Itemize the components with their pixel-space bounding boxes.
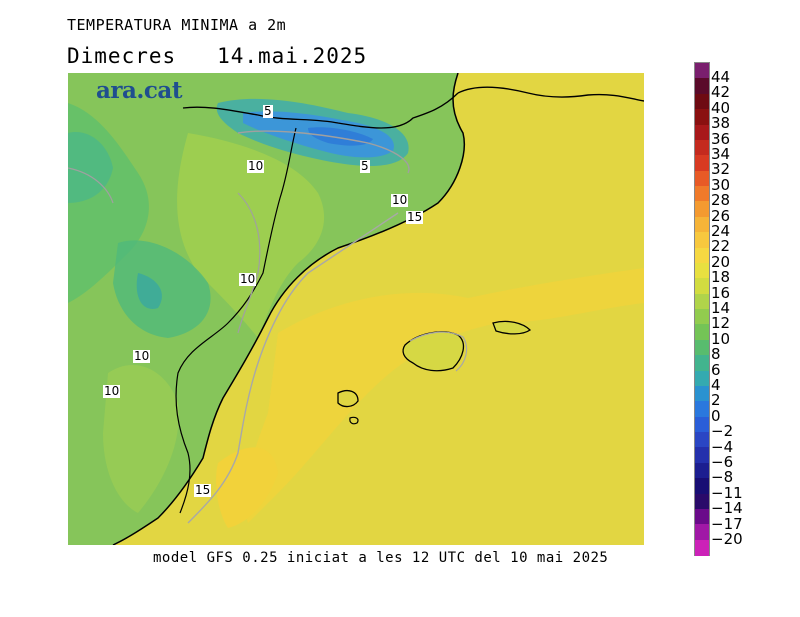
color-scale-label: −20 bbox=[711, 530, 743, 548]
color-scale-segment bbox=[695, 324, 709, 341]
color-scale-segment bbox=[695, 339, 709, 356]
color-scale-label: 28 bbox=[711, 191, 731, 210]
color-scale-label: −4 bbox=[711, 437, 734, 456]
color-scale-segment bbox=[695, 524, 709, 541]
land-light bbox=[177, 133, 325, 338]
color-scale-label: 30 bbox=[711, 175, 731, 194]
color-scale-label: 8 bbox=[711, 345, 721, 364]
coastline-north bbox=[457, 86, 644, 102]
contour-10-b bbox=[68, 167, 114, 204]
color-scale-segment bbox=[695, 293, 709, 310]
color-scale-label: −6 bbox=[711, 453, 734, 471]
color-scale-segment bbox=[695, 447, 709, 464]
contour-label: 10 bbox=[247, 159, 265, 173]
color-scale-segment bbox=[695, 124, 709, 141]
color-scale-segment bbox=[695, 432, 709, 448]
color-scale-segment bbox=[695, 139, 709, 156]
color-scale-segment bbox=[695, 93, 709, 110]
land-light-2 bbox=[103, 364, 179, 513]
color-scale-segment bbox=[695, 232, 709, 248]
contour-label: 5 bbox=[263, 104, 273, 118]
color-scale-label: 10 bbox=[711, 329, 731, 348]
model-run-info: model GFS 0.25 iniciat a les 12 UTC del … bbox=[153, 550, 609, 566]
color-scale-label: 32 bbox=[711, 160, 731, 179]
warm-sea-patch bbox=[244, 268, 644, 523]
contour-label: 15 bbox=[406, 210, 424, 224]
color-scale-segment bbox=[695, 370, 709, 387]
land-cool-4 bbox=[136, 273, 162, 309]
border-france bbox=[182, 92, 459, 129]
color-scale-segment bbox=[695, 247, 709, 264]
color-scale-segment bbox=[695, 186, 709, 202]
color-scale-segment bbox=[695, 278, 709, 295]
color-scale-segment bbox=[695, 201, 709, 218]
color-scale-label: 6 bbox=[711, 360, 721, 379]
coastline bbox=[112, 73, 465, 545]
island-formentera bbox=[349, 416, 359, 425]
color-scale-segment bbox=[695, 170, 709, 187]
color-scale-bar bbox=[694, 62, 710, 556]
color-scale-segment bbox=[695, 478, 709, 494]
temperature-map bbox=[68, 73, 644, 545]
color-scale-segment bbox=[695, 155, 709, 172]
color-scale-label: 38 bbox=[711, 114, 731, 133]
color-scale-label: −11 bbox=[711, 483, 743, 502]
color-scale-segment bbox=[695, 216, 709, 233]
color-scale-label: 36 bbox=[711, 129, 731, 148]
color-scale-segment bbox=[695, 109, 709, 125]
color-scale-segment bbox=[695, 78, 709, 95]
contour-label: 5 bbox=[360, 159, 370, 173]
border-region bbox=[175, 127, 297, 514]
map-title: TEMPERATURA MINIMA a 2m bbox=[67, 16, 287, 34]
color-scale-label: −2 bbox=[711, 422, 734, 441]
ara-cat-logo: ara.cat bbox=[96, 77, 182, 104]
color-scale-label: 0 bbox=[711, 406, 721, 425]
land-cool-2 bbox=[113, 240, 211, 338]
color-scale-label: 18 bbox=[711, 268, 731, 287]
color-scale-label: −8 bbox=[711, 468, 734, 487]
color-scale-label: 40 bbox=[711, 98, 731, 117]
color-scale-label: 44 bbox=[711, 68, 731, 86]
color-scale-label: 22 bbox=[711, 237, 731, 256]
color-scale-segment bbox=[695, 385, 709, 402]
color-scale-label: −17 bbox=[711, 514, 743, 533]
color-scale-label: 34 bbox=[711, 145, 731, 163]
color-scale-segment bbox=[695, 462, 709, 479]
contour-10-a bbox=[237, 130, 410, 174]
color-scale-label: −14 bbox=[711, 499, 743, 518]
color-scale-label: 26 bbox=[711, 206, 731, 225]
color-scale-segment bbox=[695, 493, 709, 510]
contour-15-island bbox=[409, 331, 468, 372]
color-scale-label: 20 bbox=[711, 252, 731, 271]
color-scale-segment bbox=[695, 63, 709, 79]
color-scale-label: 24 bbox=[711, 222, 731, 240]
contour-label: 10 bbox=[103, 384, 121, 398]
color-scale-segment bbox=[695, 416, 709, 433]
color-scale-segment bbox=[695, 355, 709, 371]
color-scale-segment bbox=[695, 309, 709, 325]
color-scale-segment bbox=[695, 262, 709, 279]
island-menorca bbox=[492, 320, 532, 335]
color-scale-segment bbox=[695, 508, 709, 525]
color-scale-label: 2 bbox=[711, 391, 721, 410]
color-scale-label: 12 bbox=[711, 314, 731, 333]
color-scale-label: 14 bbox=[711, 299, 731, 317]
contour-label: 10 bbox=[239, 272, 257, 286]
contour-label: 10 bbox=[133, 349, 151, 363]
color-scale-label: 4 bbox=[711, 376, 721, 394]
map-date: Dimecres 14.mai.2025 bbox=[67, 44, 368, 68]
color-scale-segment bbox=[695, 401, 709, 418]
island-ibiza bbox=[337, 390, 359, 408]
color-scale-label: 42 bbox=[711, 83, 731, 102]
color-scale-segment bbox=[695, 539, 709, 556]
contour-label: 10 bbox=[391, 193, 409, 207]
color-scale-label: 16 bbox=[711, 283, 731, 302]
contour-label: 15 bbox=[194, 483, 212, 497]
contour-10-c bbox=[237, 192, 261, 334]
contour-15 bbox=[187, 212, 399, 524]
